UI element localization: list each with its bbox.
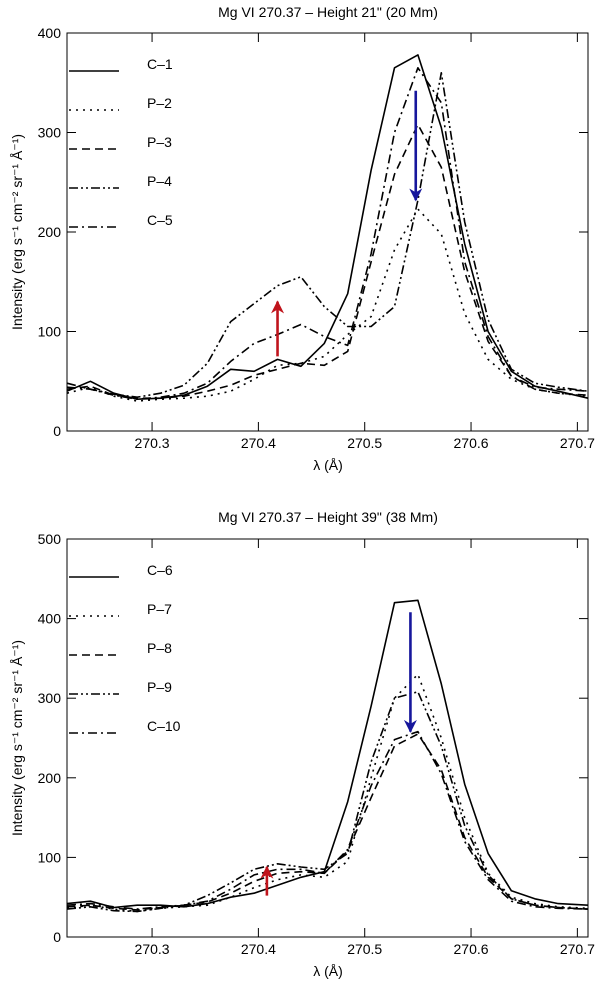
series-line-4 bbox=[66, 72, 589, 399]
legend-label: C–10 bbox=[147, 718, 181, 734]
legend: C–1 P–2 P–3 P–4 C–5 bbox=[69, 56, 173, 228]
series-line-2 bbox=[66, 673, 589, 913]
axis-ticks: 270.3 270.4 270.5 270.6 270.7 0 100 200 300 400 50… bbox=[38, 531, 595, 957]
x-tick-label: 270.7 bbox=[560, 435, 595, 451]
y-tick-label: 200 bbox=[38, 224, 62, 240]
legend-label: P–4 bbox=[147, 173, 172, 189]
series-line-3 bbox=[66, 123, 589, 400]
y-tick-label: 300 bbox=[38, 125, 62, 141]
chart-title: Mg VI 270.37 – Height 39" (38 Mm) bbox=[218, 509, 438, 525]
y-tick-label: 300 bbox=[38, 690, 62, 706]
y-tick-label: 400 bbox=[38, 611, 62, 627]
x-tick-label: 270.5 bbox=[347, 435, 382, 451]
y-tick-label: 400 bbox=[38, 25, 62, 41]
series-layer bbox=[66, 599, 589, 913]
legend-label: P–8 bbox=[147, 640, 172, 656]
legend-label: P–2 bbox=[147, 95, 172, 111]
x-tick-label: 270.4 bbox=[241, 435, 276, 451]
plot-frame bbox=[66, 538, 589, 938]
series-line-4 bbox=[66, 690, 589, 913]
panel-top: Mg VI 270.37 – Height 21" (20 Mm) λ (Å) … bbox=[9, 4, 595, 473]
x-tick-label: 270.7 bbox=[560, 941, 595, 957]
legend: C–6 P–7 P–8 P–9 C–10 bbox=[69, 562, 181, 734]
series-line-5 bbox=[66, 67, 589, 401]
series-line-3 bbox=[66, 733, 589, 911]
arrow-layer bbox=[271, 90, 423, 357]
legend-label: C–6 bbox=[147, 562, 173, 578]
legend-label: C–1 bbox=[147, 56, 173, 72]
panel-bottom: Mg VI 270.37 – Height 39" (38 Mm) λ (Å) … bbox=[9, 509, 595, 979]
series-line-1 bbox=[66, 599, 589, 909]
chart-title: Mg VI 270.37 – Height 21" (20 Mm) bbox=[218, 4, 438, 20]
axis-ticks: 270.3 270.4 270.5 270.6 270.7 0 100 200 300 400 bbox=[38, 25, 595, 451]
legend-label: P–3 bbox=[147, 134, 172, 150]
x-axis-label: λ (Å) bbox=[313, 963, 343, 979]
series-layer bbox=[66, 54, 589, 402]
x-tick-label: 270.6 bbox=[454, 941, 489, 957]
y-tick-label: 100 bbox=[38, 324, 62, 340]
y-tick-label: 0 bbox=[53, 423, 61, 439]
y-tick-label: 200 bbox=[38, 770, 62, 786]
y-axis-label: Intensity (erg s⁻¹ cm⁻² sr⁻¹ Å⁻¹) bbox=[9, 640, 25, 836]
plot-frame bbox=[66, 32, 589, 432]
x-tick-label: 270.3 bbox=[135, 941, 170, 957]
arrow-layer bbox=[260, 612, 417, 896]
series-line-5 bbox=[66, 730, 589, 910]
y-axis-label: Intensity (erg s⁻¹ cm⁻² sr⁻¹ Å⁻¹) bbox=[9, 134, 25, 330]
x-tick-label: 270.4 bbox=[241, 941, 276, 957]
y-tick-label: 0 bbox=[53, 929, 61, 945]
x-axis-label: λ (Å) bbox=[313, 457, 343, 473]
y-tick-label: 100 bbox=[38, 849, 62, 865]
x-tick-label: 270.5 bbox=[347, 941, 382, 957]
legend-label: P–9 bbox=[147, 679, 172, 695]
x-tick-label: 270.3 bbox=[135, 435, 170, 451]
legend-label: P–7 bbox=[147, 601, 172, 617]
y-tick-label: 500 bbox=[38, 531, 62, 547]
series-line-1 bbox=[66, 54, 589, 401]
x-tick-label: 270.6 bbox=[454, 435, 489, 451]
legend-label: C–5 bbox=[147, 212, 173, 228]
